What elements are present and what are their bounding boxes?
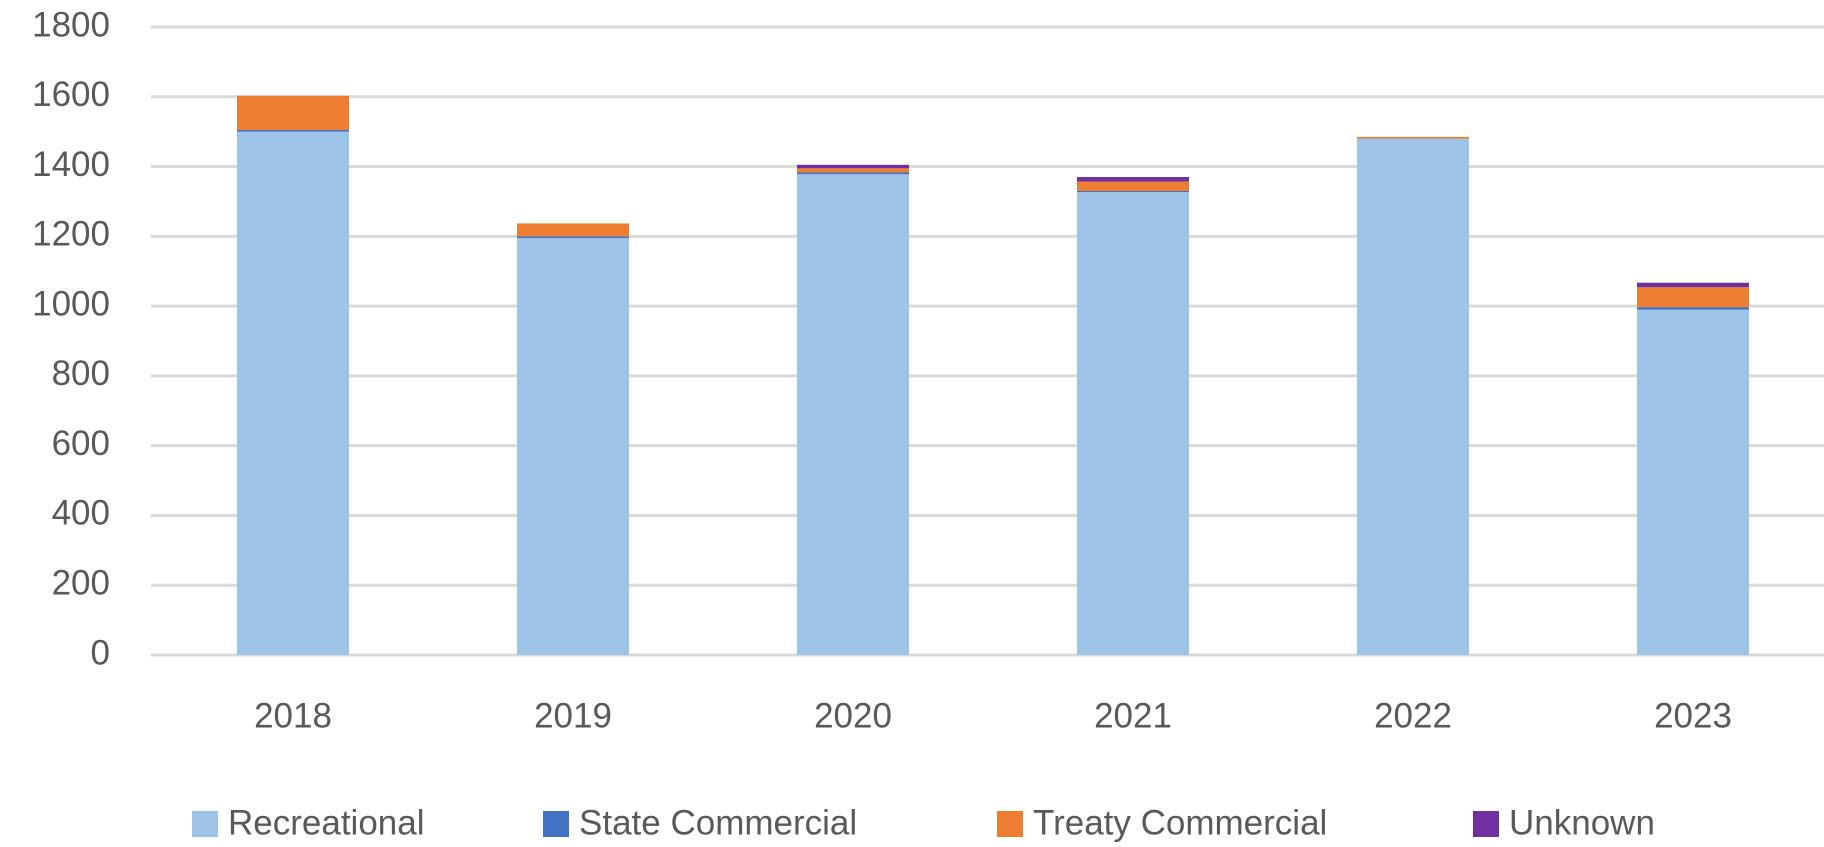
bar-segment <box>1077 181 1189 191</box>
legend-label: Recreational <box>228 803 425 842</box>
y-tick-label: 1400 <box>32 145 110 184</box>
bar-segment <box>797 174 909 655</box>
bar-segment <box>237 129 349 132</box>
y-tick-label: 800 <box>52 354 110 393</box>
y-tick-label: 1000 <box>32 284 110 323</box>
legend-swatch <box>997 811 1023 837</box>
x-tick-label: 2020 <box>814 696 892 735</box>
bar-segment <box>797 168 909 173</box>
y-tick-label: 1600 <box>32 75 110 114</box>
bar-segment <box>237 95 349 130</box>
bar-segment <box>1637 282 1749 288</box>
legend-swatch <box>1473 811 1499 837</box>
legend-label: Unknown <box>1509 803 1655 842</box>
bar-segment <box>517 223 629 237</box>
legend-swatch <box>543 811 569 837</box>
bar-segment <box>1637 287 1749 308</box>
bar-segment <box>1357 136 1469 139</box>
bar-segment <box>1637 309 1749 655</box>
x-tick-label: 2021 <box>1094 696 1172 735</box>
bar-segment <box>797 164 909 169</box>
bar-segment <box>517 236 629 239</box>
x-tick-label: 2019 <box>534 696 612 735</box>
x-tick-label: 2022 <box>1374 696 1452 735</box>
bar-segment <box>1637 307 1749 310</box>
y-tick-label: 400 <box>52 494 110 533</box>
legend-swatch <box>192 811 218 837</box>
x-tick-label: 2023 <box>1654 696 1732 735</box>
y-tick-label: 0 <box>91 633 110 672</box>
bar-segment <box>517 238 629 656</box>
x-tick-label: 2018 <box>254 696 332 735</box>
bar-segment <box>1077 192 1189 655</box>
bar-segment <box>1357 138 1469 656</box>
bar-segment <box>1077 190 1189 193</box>
legend-label: Treaty Commercial <box>1033 803 1327 842</box>
bar-segment <box>797 172 909 175</box>
y-tick-label: 600 <box>52 424 110 463</box>
y-tick-label: 200 <box>52 563 110 602</box>
legend-label: State Commercial <box>579 803 857 842</box>
bar-segment <box>1077 177 1189 182</box>
bar-segment <box>237 131 349 655</box>
y-tick-label: 1200 <box>32 215 110 254</box>
y-tick-label: 1800 <box>32 5 110 44</box>
